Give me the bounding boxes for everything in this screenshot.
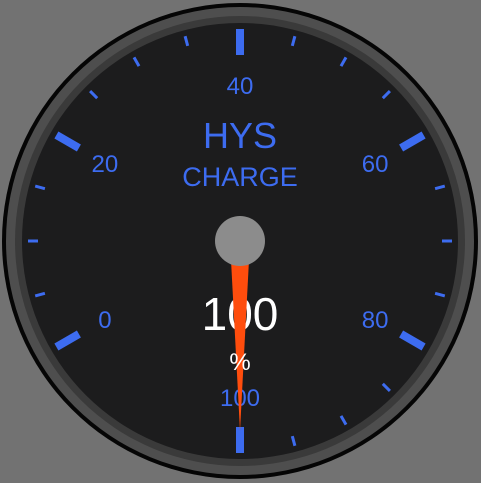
gauge-major-tick: [54, 330, 81, 351]
gauge-minor-tick: [434, 291, 446, 298]
gauge-needle-hub: [215, 216, 265, 266]
gauge-tick-label: 0: [98, 307, 111, 334]
gauge-needle: [230, 241, 250, 431]
gauge-ticks: [28, 29, 452, 453]
gauge-tick-label: 20: [92, 151, 119, 178]
gauge-minor-tick: [381, 382, 391, 392]
gauge-minor-tick: [434, 184, 446, 191]
gauge-tick-label: 80: [362, 307, 389, 334]
gauge-tick-label: 60: [362, 151, 389, 178]
gauge-minor-tick: [183, 35, 190, 47]
gauge-title: HYS: [203, 115, 277, 156]
gauge-tick-label: 40: [227, 73, 254, 100]
gauge-minor-tick: [339, 415, 348, 426]
gauge-minor-tick: [89, 90, 99, 100]
gauge-unit: %: [229, 349, 250, 376]
gauge-subtitle: CHARGE: [182, 162, 298, 192]
gauge-major-tick: [399, 131, 426, 152]
gauge-minor-tick: [132, 56, 141, 67]
gauge-minor-tick: [34, 184, 46, 191]
gauge-minor-tick: [339, 56, 348, 67]
gauge-minor-tick: [290, 435, 297, 447]
gauge-minor-tick: [290, 35, 297, 47]
gauge-major-tick: [54, 131, 81, 152]
gauge-major-tick: [399, 330, 426, 351]
gauge-minor-tick: [381, 90, 391, 100]
gauge-minor-tick: [34, 291, 46, 298]
